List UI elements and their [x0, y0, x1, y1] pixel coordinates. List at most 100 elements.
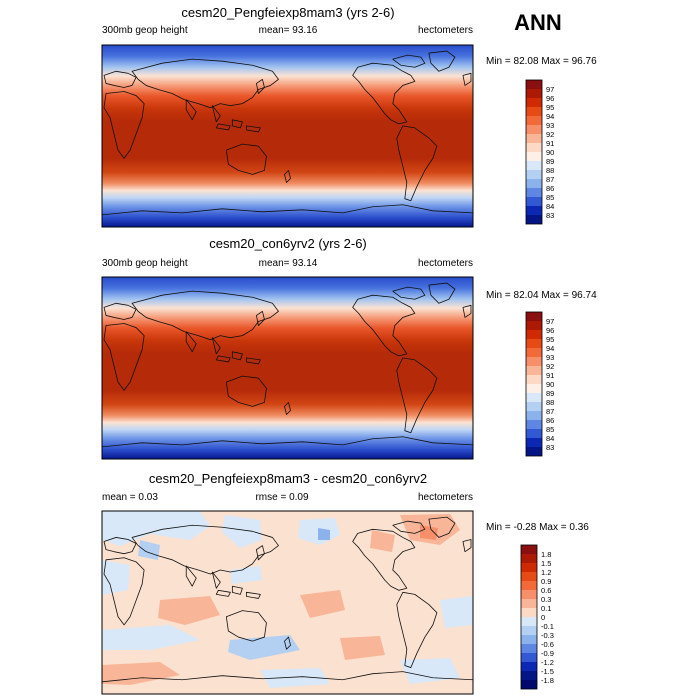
- colorbar-swatch: [526, 188, 542, 197]
- panel-3: cesm20_Pengfeiexp8mam3 - cesm20_con6yrv2…: [101, 471, 589, 695]
- colorbar-tick-label: -1.8: [541, 676, 554, 685]
- panel-2-mean-label: mean= 93.14: [259, 258, 318, 269]
- colorbar-swatch: [526, 125, 542, 134]
- panel-3-title: cesm20_Pengfeiexp8mam3 - cesm20_con6yrv2: [149, 471, 427, 486]
- colorbar-tick-label: -1.2: [541, 658, 554, 667]
- colorbar-swatch: [526, 429, 542, 438]
- colorbar-swatch: [526, 420, 542, 429]
- colorbar-tick-label: 92: [546, 362, 554, 371]
- panel-1-map: [101, 44, 474, 228]
- colorbar-tick-label: 83: [546, 443, 554, 452]
- colorbar-swatch: [521, 644, 537, 653]
- panel-3-colorbar: 1.81.51.20.90.60.30.10-0.1-0.3-0.6-0.9-1…: [520, 544, 554, 690]
- panel-3-mean-label: mean = 0.03: [102, 492, 158, 503]
- panel-1: cesm20_Pengfeiexp8mam3 (yrs 2-6) 300mb g…: [101, 5, 597, 228]
- colorbar-swatch: [526, 98, 542, 107]
- panel-1-variable-label: 300mb geop height: [102, 25, 188, 36]
- colorbar-swatch: [526, 366, 542, 375]
- colorbar-tick-label: 96: [546, 326, 554, 335]
- colorbar-swatch: [521, 590, 537, 599]
- colorbar-tick-label: 91: [546, 139, 554, 148]
- colorbar-tick-label: 93: [546, 121, 554, 130]
- colorbar-swatch: [526, 411, 542, 420]
- colorbar-swatch: [526, 348, 542, 357]
- colorbar-tick-label: 88: [546, 166, 554, 175]
- colorbar-tick-label: 84: [546, 434, 554, 443]
- colorbar-swatch: [526, 357, 542, 366]
- colorbar-swatch: [526, 134, 542, 143]
- colorbar-tick-label: -0.9: [541, 649, 554, 658]
- colorbar-tick-label: 95: [546, 103, 554, 112]
- colorbar-tick-label: 96: [546, 94, 554, 103]
- colorbar-swatch: [526, 206, 542, 215]
- colorbar-tick-label: 89: [546, 389, 554, 398]
- colorbar-swatch: [521, 653, 537, 662]
- colorbar-swatch: [526, 161, 542, 170]
- panel-2-minmax-label: Min = 82.04 Max = 96.74: [486, 290, 597, 301]
- panel-2: cesm20_con6yrv2 (yrs 2-6) 300mb geop hei…: [101, 236, 597, 460]
- colorbar-swatch: [526, 143, 542, 152]
- colorbar-tick-label: 87: [546, 407, 554, 416]
- panel-1-minmax-label: Min = 82.08 Max = 96.76: [486, 56, 597, 67]
- colorbar-swatch: [526, 339, 542, 348]
- colorbar-swatch: [521, 599, 537, 608]
- colorbar-tick-label: -0.1: [541, 622, 554, 631]
- colorbar-swatch: [526, 215, 542, 224]
- colorbar-tick-label: -0.3: [541, 631, 554, 640]
- colorbar-swatch: [521, 671, 537, 680]
- colorbar-swatch: [526, 321, 542, 330]
- panel-2-map: [101, 276, 474, 460]
- colorbar-tick-label: 1.5: [541, 559, 551, 568]
- colorbar-swatch: [521, 581, 537, 590]
- colorbar-tick-label: 88: [546, 398, 554, 407]
- colorbar-swatch: [526, 438, 542, 447]
- colorbar-tick-label: 83: [546, 211, 554, 220]
- colorbar-tick-label: 86: [546, 184, 554, 193]
- colorbar-tick-label: 94: [546, 344, 554, 353]
- panel-3-units-label: hectometers: [418, 492, 473, 503]
- colorbar-tick-label: 94: [546, 112, 554, 121]
- colorbar-tick-label: 0: [541, 613, 545, 622]
- colorbar-tick-label: -0.6: [541, 640, 554, 649]
- colorbar-tick-label: 97: [546, 317, 554, 326]
- colorbar-swatch: [521, 635, 537, 644]
- colorbar-swatch: [526, 107, 542, 116]
- colorbar-tick-label: 86: [546, 416, 554, 425]
- colorbar-tick-label: 0.6: [541, 586, 551, 595]
- colorbar-tick-label: 90: [546, 380, 554, 389]
- colorbar-swatch: [526, 330, 542, 339]
- colorbar-tick-label: 0.1: [541, 604, 551, 613]
- colorbar-swatch: [526, 89, 542, 98]
- colorbar-tick-label: 92: [546, 130, 554, 139]
- panel-1-units-label: hectometers: [418, 25, 473, 36]
- colorbar-swatch: [521, 554, 537, 563]
- colorbar-swatch: [526, 402, 542, 411]
- colorbar-swatch: [526, 152, 542, 161]
- panel-3-anomaly-patches: [102, 511, 473, 688]
- colorbar-swatch: [526, 384, 542, 393]
- colorbar-frame: [525, 79, 543, 225]
- colorbar-swatch: [521, 608, 537, 617]
- panel-1-mean-label: mean= 93.16: [259, 25, 318, 36]
- colorbar-swatch: [521, 680, 537, 689]
- colorbar-tick-label: 91: [546, 371, 554, 380]
- colorbar-tick-label: 85: [546, 425, 554, 434]
- colorbar-tick-label: 85: [546, 193, 554, 202]
- colorbar-swatch: [521, 617, 537, 626]
- colorbar-tick-label: 97: [546, 85, 554, 94]
- colorbar-swatch: [526, 170, 542, 179]
- colorbar-swatch: [521, 662, 537, 671]
- panel-2-units-label: hectometers: [418, 258, 473, 269]
- colorbar-swatch: [521, 572, 537, 581]
- colorbar-frame: [525, 311, 543, 457]
- colorbar-swatch: [526, 393, 542, 402]
- colorbar-tick-label: 84: [546, 202, 554, 211]
- colorbar-tick-label: 95: [546, 335, 554, 344]
- colorbar-swatch: [526, 80, 542, 89]
- colorbar-swatch: [526, 179, 542, 188]
- colorbar-swatch: [526, 312, 542, 321]
- colorbar-swatch: [521, 563, 537, 572]
